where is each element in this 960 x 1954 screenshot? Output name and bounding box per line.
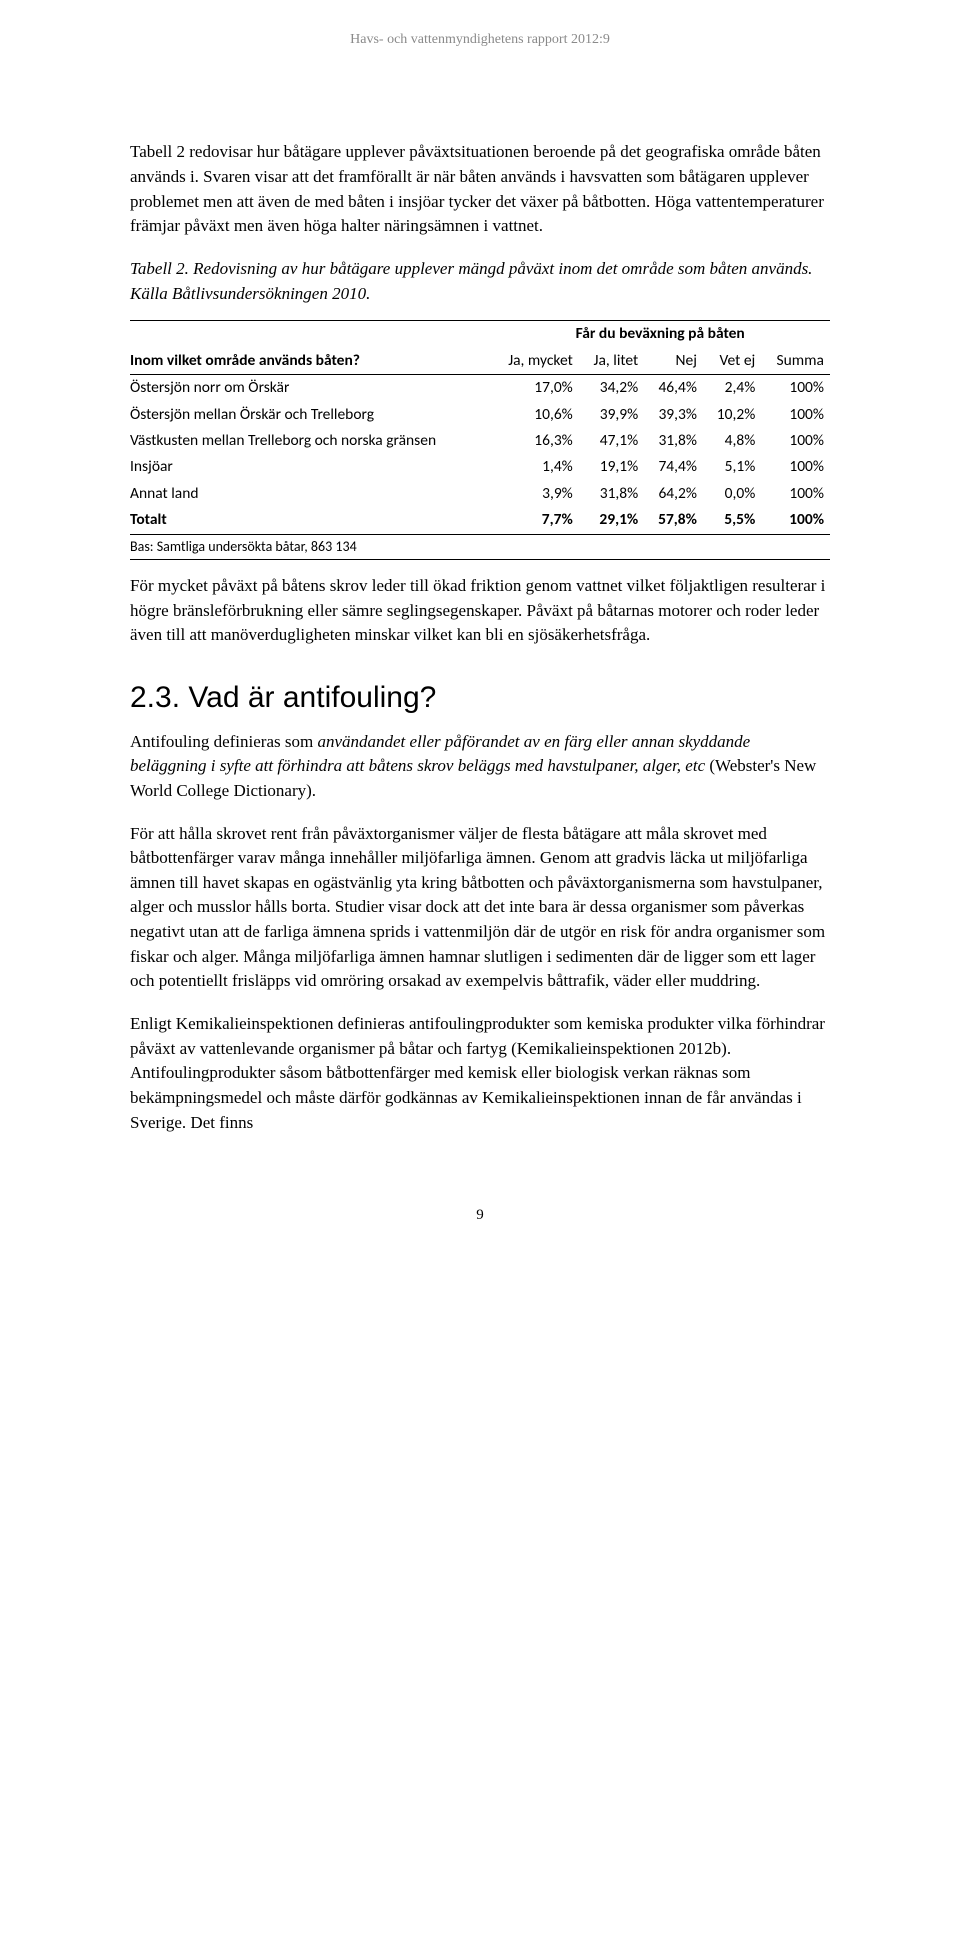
table-cell: 5,1% [703, 454, 761, 480]
table-total-row: Totalt 7,7% 29,1% 57,8% 5,5% 100% [130, 507, 830, 534]
table-row-label: Östersjön norr om Örskär [130, 375, 490, 402]
data-table: Får du beväxning på båten Inom vilket om… [130, 320, 830, 560]
table-cell: 7,7% [490, 507, 578, 534]
table-note: Bas: Samtliga undersökta båtar, 863 134 [130, 534, 830, 559]
table-cell: 5,5% [703, 507, 761, 534]
paragraph-regulation: Enligt Kemikalieinspektionen definieras … [130, 1012, 830, 1135]
table-cell: 47,1% [579, 428, 644, 454]
table-cell: 10,6% [490, 402, 578, 428]
table-cell: 3,9% [490, 481, 578, 507]
table-cell: 57,8% [644, 507, 703, 534]
table-cell: 100% [761, 454, 830, 480]
table-cell: 19,1% [579, 454, 644, 480]
text-span: Antifouling definieras som [130, 732, 317, 751]
table-cell: 100% [761, 375, 830, 402]
table-cell: 0,0% [703, 481, 761, 507]
table-total-label: Totalt [130, 507, 490, 534]
table-cell: 16,3% [490, 428, 578, 454]
table-row: Annat land 3,9% 31,8% 64,2% 0,0% 100% [130, 481, 830, 507]
table-group-header: Får du beväxning på båten [490, 321, 830, 348]
table-row: Insjöar 1,4% 19,1% 74,4% 5,1% 100% [130, 454, 830, 480]
section-heading: 2.3. Vad är antifouling? [130, 676, 830, 720]
paragraph-post-table: För mycket påväxt på båtens skrov leder … [130, 574, 830, 648]
table-cell: 74,4% [644, 454, 703, 480]
table-cell: 100% [761, 507, 830, 534]
table-cell: 29,1% [579, 507, 644, 534]
table-caption: Tabell 2. Redovisning av hur båtägare up… [130, 257, 830, 306]
page-number: 9 [130, 1205, 830, 1227]
table-cell: 46,4% [644, 375, 703, 402]
page-header: Havs- och vattenmyndighetens rapport 201… [130, 30, 830, 50]
table-cell: 1,4% [490, 454, 578, 480]
paragraph-definition: Antifouling definieras som användandet e… [130, 730, 830, 804]
table-cell: 100% [761, 481, 830, 507]
table-row-label: Västkusten mellan Trelleborg och norska … [130, 428, 490, 454]
table-row: Östersjön norr om Örskär 17,0% 34,2% 46,… [130, 375, 830, 402]
table-row: Östersjön mellan Örskär och Trelleborg 1… [130, 402, 830, 428]
paragraph-intro: Tabell 2 redovisar hur båtägare upplever… [130, 140, 830, 239]
table-row-label: Östersjön mellan Örskär och Trelleborg [130, 402, 490, 428]
table-col-header: Nej [644, 348, 703, 375]
table-cell: 39,3% [644, 402, 703, 428]
table-cell: 100% [761, 402, 830, 428]
table-row: Västkusten mellan Trelleborg och norska … [130, 428, 830, 454]
table-cell: 2,4% [703, 375, 761, 402]
table-cell: 64,2% [644, 481, 703, 507]
table-cell: 39,9% [579, 402, 644, 428]
table-col-header: Ja, litet [579, 348, 644, 375]
table-cell: 4,8% [703, 428, 761, 454]
table-col-header: Vet ej [703, 348, 761, 375]
table-cell: 17,0% [490, 375, 578, 402]
table-col-header: Ja, mycket [490, 348, 578, 375]
table-empty-cell [130, 321, 490, 348]
table-col-header: Summa [761, 348, 830, 375]
table-cell: 34,2% [579, 375, 644, 402]
table-cell: 10,2% [703, 402, 761, 428]
table-row-label: Annat land [130, 481, 490, 507]
table-cell: 31,8% [579, 481, 644, 507]
table-cell: 31,8% [644, 428, 703, 454]
table-cell: 100% [761, 428, 830, 454]
table-row-label: Insjöar [130, 454, 490, 480]
table-row-header-title: Inom vilket område används båten? [130, 348, 490, 375]
paragraph-explanation: För att hålla skrovet rent från påväxtor… [130, 822, 830, 994]
